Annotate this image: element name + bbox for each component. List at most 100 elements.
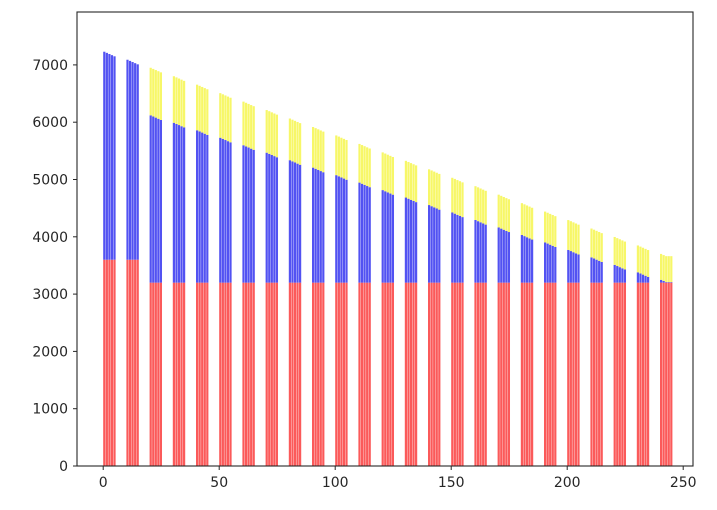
bar-segment-blue — [103, 51, 106, 260]
x-tick-label: 200 — [554, 475, 581, 491]
bar-segment-yellow — [252, 106, 255, 150]
bar-segment-blue — [299, 164, 302, 283]
bar-segment-blue — [134, 63, 137, 260]
bar-segment-red — [647, 282, 650, 466]
bar-segment-red — [105, 259, 108, 466]
bar-segment-yellow — [368, 148, 371, 188]
bar-segment-red — [273, 282, 276, 466]
bar-segment-yellow — [180, 79, 183, 127]
bar-segment-red — [636, 282, 639, 466]
bar-segment-yellow — [183, 80, 186, 128]
bar-segment-blue — [660, 279, 663, 283]
bar-segment-yellow — [505, 198, 508, 231]
bar-segment-yellow — [546, 212, 549, 244]
bar-segment-blue — [386, 192, 389, 283]
bar-segment-yellow — [409, 163, 413, 200]
bar-segment-yellow — [268, 111, 271, 154]
bar-segment-blue — [149, 115, 152, 283]
bar-segment-blue — [113, 56, 116, 260]
bar-segment-blue — [389, 193, 392, 283]
bar-segment-blue — [337, 176, 340, 283]
bar-segment-blue — [159, 119, 163, 283]
bar-segment-blue — [177, 125, 181, 283]
bar-segment-red — [430, 282, 433, 466]
bar-segment-blue — [528, 238, 531, 283]
bar-segment-red — [621, 282, 624, 466]
bar-segment-yellow — [636, 245, 639, 273]
bar-segment-blue — [404, 197, 407, 283]
bar-segment-red — [131, 259, 134, 466]
bar-segment-blue — [409, 199, 413, 283]
bar-segment-red — [159, 282, 163, 466]
bar-segment-red — [360, 282, 364, 466]
bar-segment-blue — [636, 272, 639, 283]
bar-segment-red — [381, 282, 384, 466]
bar-segment-red — [520, 282, 523, 466]
bar-segment-blue — [244, 146, 248, 283]
bar-segment-yellow — [265, 110, 268, 153]
bar-segment-red — [299, 282, 302, 466]
bar-segment-red — [265, 282, 268, 466]
bar-segment-blue — [546, 243, 549, 283]
bar-segment-blue — [242, 145, 245, 283]
x-tick-label: 150 — [438, 475, 465, 491]
bar-segment-red — [229, 282, 232, 466]
bar-segment-yellow — [415, 165, 418, 203]
bar-segment-blue — [461, 217, 464, 283]
bar-segment-blue — [502, 229, 505, 283]
y-tick-label: 7000 — [32, 58, 68, 74]
bar-segment-blue — [641, 274, 645, 283]
y-axis-tick-labels: 0 1000 2000 3000 4000 5000 6000 7000 — [32, 58, 68, 475]
bar-segment-red — [103, 259, 106, 466]
bar-segment-blue — [616, 266, 619, 283]
bar-segment-blue — [474, 220, 477, 283]
bar-segment-yellow — [299, 123, 302, 165]
bar-segment-red — [322, 282, 325, 466]
bar-segment-red — [113, 259, 116, 466]
bar-segment-blue — [497, 227, 500, 283]
bar-segment-yellow — [484, 190, 487, 225]
bar-segment-red — [500, 282, 503, 466]
bar-segment-red — [572, 282, 575, 466]
bar-segment-yellow — [502, 196, 505, 230]
bar-segment-blue — [479, 222, 482, 283]
bar-segment-yellow — [567, 220, 570, 250]
bar-segment-blue — [312, 167, 315, 283]
bar-segment-red — [244, 282, 248, 466]
bar-segment-yellow — [159, 72, 163, 120]
bar-segment-blue — [105, 52, 108, 260]
bar-segment-red — [502, 282, 505, 466]
plot-frame — [76, 11, 694, 467]
bar-segment-yellow — [404, 160, 407, 198]
bar-segment-yellow — [621, 240, 624, 269]
bar-segment-yellow — [229, 97, 232, 143]
bar-segment-red — [368, 282, 371, 466]
bar-segment-blue — [335, 175, 338, 283]
bar-segment-blue — [574, 253, 578, 283]
bar-segment-blue — [157, 118, 160, 283]
bar-segment-blue — [136, 64, 139, 260]
bar-segment-yellow — [152, 68, 155, 117]
bar-segment-red — [252, 282, 255, 466]
bar-segment-yellow — [647, 250, 650, 277]
bar-segment-red — [667, 282, 670, 466]
bar-segment-blue — [544, 242, 547, 283]
bar-segment-yellow — [482, 189, 485, 224]
bar-segment-red — [505, 282, 508, 466]
bar-segment-blue — [293, 162, 297, 283]
bar-segment-red — [363, 282, 366, 466]
bar-segment-red — [567, 282, 570, 466]
bar-segment-blue — [551, 245, 554, 283]
y-tick-label: 4000 — [32, 230, 68, 246]
bar-segment-blue — [592, 258, 596, 283]
bar-segment-red — [226, 282, 230, 466]
bar-segment-red — [590, 282, 593, 466]
bar-segment-blue — [505, 230, 508, 283]
bar-segment-blue — [198, 131, 201, 283]
bar-segment-blue — [296, 163, 299, 283]
bar-segment-blue — [268, 153, 271, 283]
bar-segment-blue — [590, 257, 593, 283]
bar-segment-blue — [598, 260, 601, 283]
bar-segment-red — [293, 282, 297, 466]
